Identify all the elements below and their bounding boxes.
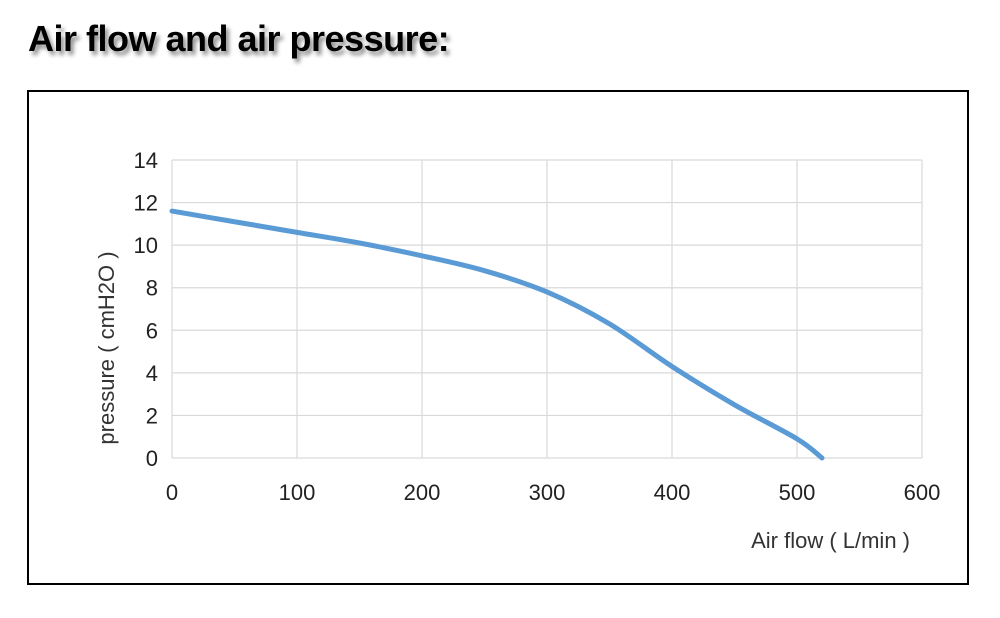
x-tick-label: 600 (904, 480, 941, 505)
x-tick-labels: 0 100 200 300 400 500 600 (166, 480, 940, 505)
y-tick-label: 4 (146, 361, 158, 386)
x-tick-label: 100 (279, 480, 316, 505)
x-tick-label: 0 (166, 480, 178, 505)
y-tick-label: 12 (134, 191, 158, 216)
y-axis-title: pressure ( cmH2O ) (94, 251, 119, 444)
chart-frame (27, 90, 969, 585)
y-tick-label: 10 (134, 233, 158, 258)
series-line-0 (169, 208, 825, 461)
y-tick-label: 8 (146, 276, 158, 301)
x-tick-label: 200 (404, 480, 441, 505)
x-axis-title: Air flow ( L/min ) (751, 528, 910, 553)
series-layer (169, 208, 825, 461)
x-tick-label: 300 (529, 480, 566, 505)
page-title: Air flow and air pressure: (28, 18, 450, 59)
grid-lines (171, 159, 923, 459)
y-tick-labels: 0 2 4 6 8 10 12 14 (134, 148, 158, 471)
y-tick-label: 14 (134, 148, 158, 173)
x-tick-label: 400 (654, 480, 691, 505)
y-tick-label: 2 (146, 403, 158, 428)
y-tick-label: 6 (146, 318, 158, 343)
y-tick-label: 0 (146, 446, 158, 471)
x-tick-label: 500 (779, 480, 816, 505)
